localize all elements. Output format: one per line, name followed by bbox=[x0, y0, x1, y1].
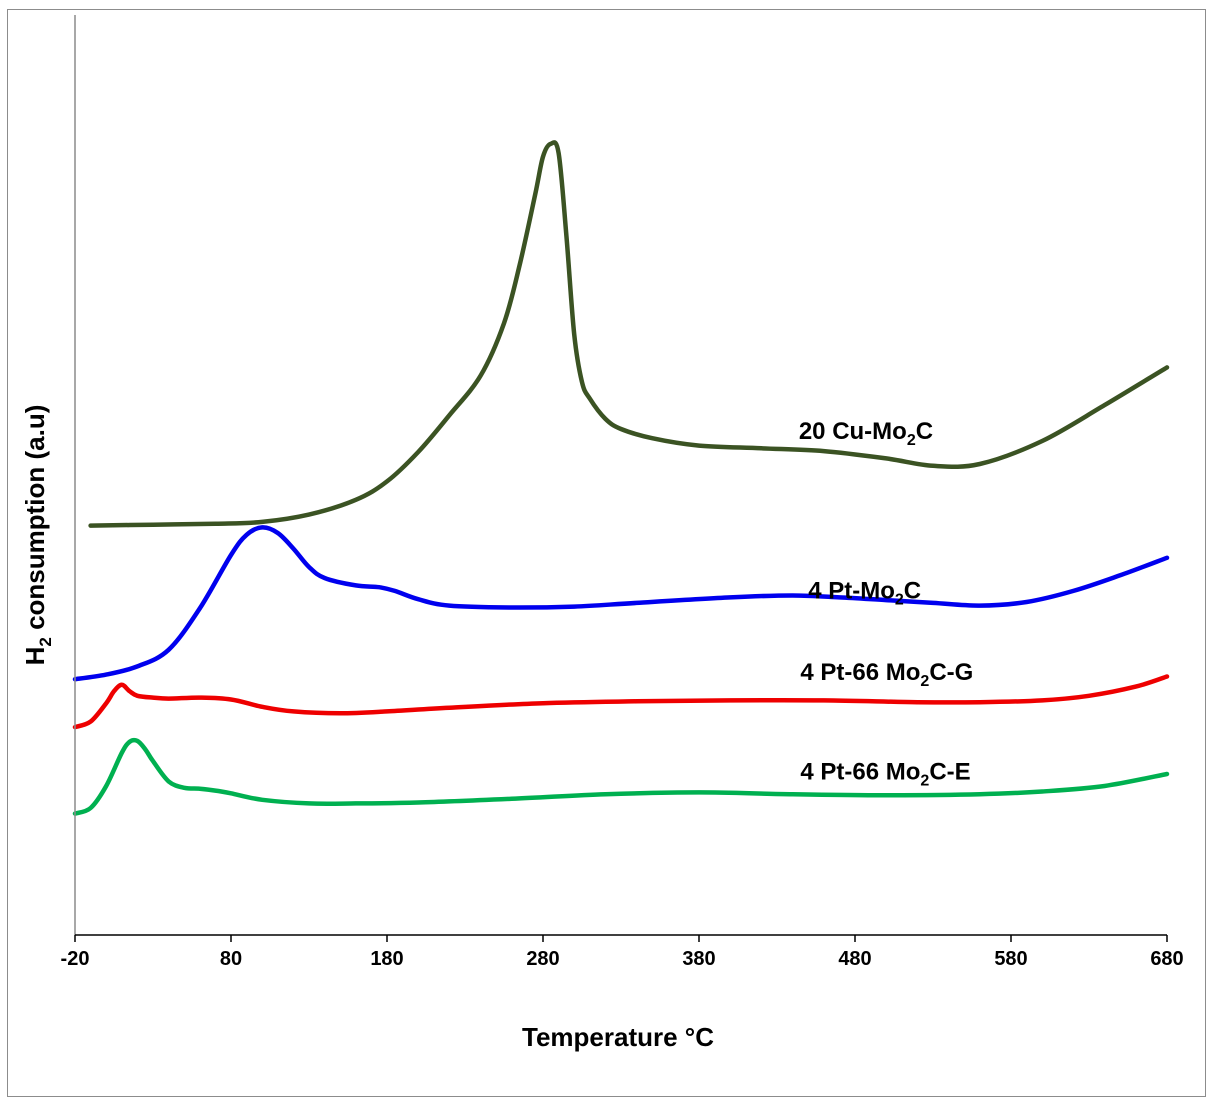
x-tick-label: 280 bbox=[526, 948, 559, 970]
x-axis-title: Temperature °C bbox=[522, 1022, 714, 1052]
y-axis-title: H2 consumption (a.u) bbox=[20, 405, 55, 666]
series-label-3: 4 Pt-66 Mo2C-G bbox=[800, 659, 973, 690]
series-label-2: 4 Pt-Mo2C bbox=[808, 577, 921, 608]
x-tick-label: 80 bbox=[220, 948, 242, 970]
y-axis-title-rest: consumption (a.u) bbox=[20, 405, 50, 638]
series-layer bbox=[72, 140, 1170, 816]
series-line-1 bbox=[88, 140, 1170, 528]
series-line-2 bbox=[72, 525, 1170, 682]
x-ticks: -20 80 180 280 380 480 580 680 bbox=[61, 935, 1184, 970]
x-tick-label: -20 bbox=[61, 948, 90, 970]
x-tick-label: 580 bbox=[994, 948, 1027, 970]
series-line-4 bbox=[72, 737, 1170, 816]
series-labels: 20 Cu-Mo2C 4 Pt-Mo2C 4 Pt-66 Mo2C-G 4 Pt-66… bbox=[799, 418, 973, 789]
chart-frame bbox=[7, 9, 1206, 1097]
x-tick-label: 180 bbox=[370, 948, 403, 970]
y-axis-title-prefix: H bbox=[20, 647, 50, 666]
y-axis-title-subscript: 2 bbox=[36, 637, 55, 646]
series-label-1: 20 Cu-Mo2C bbox=[799, 418, 933, 449]
series-line-3 bbox=[72, 674, 1170, 730]
x-tick-label: 480 bbox=[838, 948, 871, 970]
x-tick-label: 380 bbox=[682, 948, 715, 970]
x-tick-label: 680 bbox=[1150, 948, 1183, 970]
series-label-4: 4 Pt-66 Mo2C-E bbox=[800, 759, 970, 790]
